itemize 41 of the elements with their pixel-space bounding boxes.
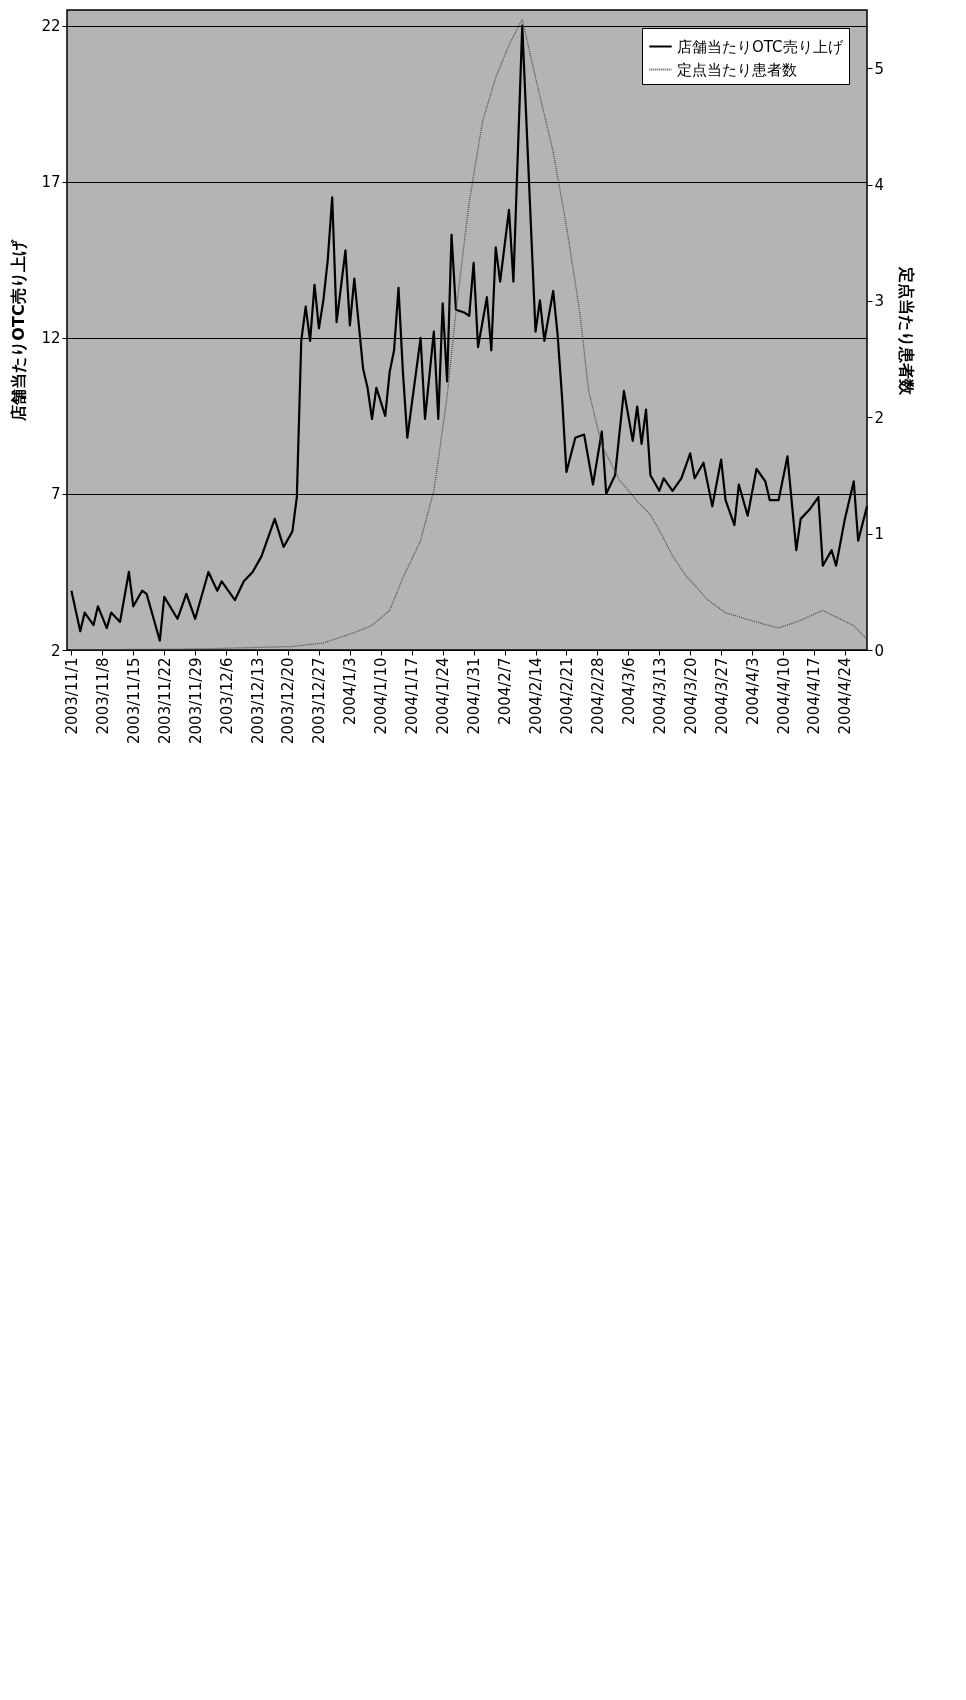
y-tick-label: 22 xyxy=(41,17,61,36)
y-axis-title: 店舗当たりOTC売り上げ xyxy=(9,239,29,422)
x-tick-label: 2003/12/27 xyxy=(310,657,329,744)
x-tick-label: 2004/2/14 xyxy=(527,657,546,735)
y2-tick-label: 0 xyxy=(874,641,885,660)
y2-tick-label: 4 xyxy=(874,176,885,195)
x-tick-label: 2004/2/21 xyxy=(557,657,576,735)
x-tick-label: 2003/11/29 xyxy=(186,657,205,744)
x-tick-label: 2004/4/10 xyxy=(774,657,793,735)
x-tick-label: 2004/3/20 xyxy=(681,657,700,735)
x-tick-label: 2004/4/17 xyxy=(805,657,824,735)
x-tick-label: 2004/3/27 xyxy=(712,657,731,735)
x-tick-label: 2003/11/22 xyxy=(155,657,174,744)
x-tick-label: 2004/1/31 xyxy=(465,657,484,735)
x-tick-label: 2004/1/17 xyxy=(403,657,422,735)
x-tick-label: 2003/12/13 xyxy=(248,657,267,744)
x-tick-label: 2004/4/24 xyxy=(836,657,855,735)
y2-tick-label: 3 xyxy=(874,292,885,311)
x-tick-label: 2004/4/3 xyxy=(743,657,762,725)
x-tick-label: 2004/3/6 xyxy=(619,657,638,725)
x-tick-label: 2003/11/8 xyxy=(93,657,112,735)
x-tick-label: 2004/1/3 xyxy=(341,657,360,725)
y-tick-label: 7 xyxy=(50,485,61,504)
x-tick-label: 2004/2/7 xyxy=(496,657,515,725)
x-tick-label: 2004/3/13 xyxy=(650,657,669,735)
y2-tick-label: 5 xyxy=(874,59,885,78)
x-tick-label: 2003/12/6 xyxy=(217,657,236,735)
x-tick-label: 2004/1/10 xyxy=(372,657,391,735)
y-tick-label: 12 xyxy=(41,329,61,348)
y2-axis-title: 定点当たり患者数 xyxy=(897,265,917,396)
x-tick-label: 2004/1/24 xyxy=(434,657,453,735)
x-tick-label: 2004/2/28 xyxy=(588,657,607,735)
legend-label: 定点当たり患者数 xyxy=(677,60,797,79)
legend-label: 店舗当たりOTC売り上げ xyxy=(677,37,844,56)
y-tick-label: 17 xyxy=(41,173,61,192)
x-tick-label: 2003/11/15 xyxy=(124,657,143,744)
y2-tick-label: 1 xyxy=(874,525,885,544)
y2-tick-label: 2 xyxy=(874,408,885,427)
x-tick-label: 2003/11/1 xyxy=(62,657,81,735)
y-tick-label: 2 xyxy=(50,641,61,660)
x-tick-label: 2003/12/20 xyxy=(279,657,298,744)
